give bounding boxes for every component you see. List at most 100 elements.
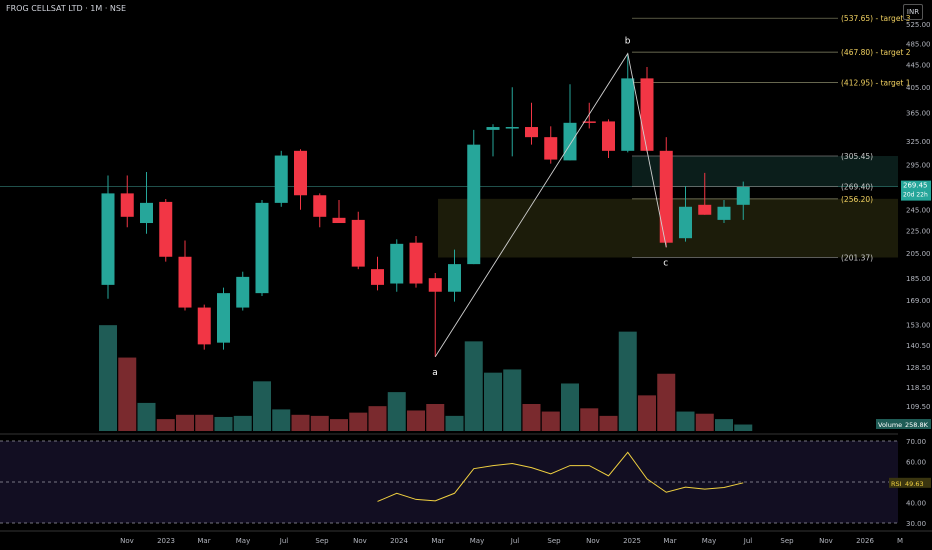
y-tick-label: 445.00	[906, 61, 931, 69]
volume-bar	[176, 414, 194, 431]
y-tick-label: 245.00	[906, 207, 931, 215]
wave-line	[434, 52, 667, 358]
level-label: (467.80) - target 2	[841, 48, 911, 57]
y-tick-label: 153.00	[906, 321, 931, 329]
volume-bar	[599, 415, 618, 431]
candle-body	[159, 201, 173, 257]
countdown-value: 20d 22h	[903, 192, 928, 199]
x-tick-label: Sep	[547, 537, 561, 545]
candle-body	[621, 78, 635, 151]
volume-bar	[503, 369, 522, 431]
candle-body	[371, 269, 384, 285]
y-tick-label: 118.50	[906, 384, 931, 392]
volume-bar	[387, 392, 406, 431]
x-tick-label: Jul	[743, 537, 753, 545]
candle-body	[197, 307, 211, 345]
volume-bar	[118, 357, 137, 431]
candle-body	[236, 276, 250, 308]
volume-bar	[484, 372, 502, 431]
y-tick-label: 295.00	[906, 161, 931, 169]
level-label: (305.45)	[841, 152, 873, 161]
x-tick-label: Jul	[510, 537, 520, 545]
candle-body	[659, 150, 673, 243]
x-tick-label: Nov	[120, 537, 134, 545]
y-tick-label: 325.00	[906, 138, 931, 146]
candle-body	[120, 193, 134, 217]
volume-bar	[137, 402, 156, 431]
resistance-zone	[632, 155, 898, 187]
currency-badge[interactable]: INR	[903, 4, 923, 20]
wave-label-b: b	[625, 37, 631, 47]
x-tick-label: May	[470, 537, 484, 545]
candle-body	[582, 121, 596, 123]
rsi-tick-label: 40.00	[906, 500, 926, 508]
candle-body	[505, 127, 519, 129]
wave-label-c: c	[663, 258, 668, 268]
x-tick-label: M	[897, 537, 903, 545]
y-tick-label: 365.00	[906, 110, 931, 118]
x-tick-label: 2023	[157, 537, 175, 545]
x-tick-label: Mar	[431, 537, 444, 545]
candle-body	[736, 186, 750, 205]
candle-body	[448, 264, 461, 292]
volume-bar	[310, 415, 329, 431]
candle-body	[640, 78, 654, 151]
candle-body	[544, 137, 558, 160]
volume-bar	[99, 325, 117, 431]
last-price-value: 269.45	[903, 182, 928, 190]
volume-bar	[445, 415, 464, 431]
last-price-tag	[901, 180, 931, 201]
volume-bar	[618, 331, 637, 431]
x-tick-label: Nov	[819, 537, 833, 545]
y-tick-label: 405.00	[906, 84, 931, 92]
volume-tag-value: 258.8K	[905, 421, 929, 429]
level-label: (201.37)	[841, 254, 873, 263]
volume-bar	[349, 412, 368, 431]
rsi-tag-value: 49.63	[905, 480, 924, 488]
volume-bar	[214, 416, 233, 431]
volume-bar	[676, 411, 695, 431]
volume-bar	[541, 411, 560, 431]
chart-title: FROG CELLSAT LTD · 1M · NSE	[6, 4, 127, 13]
volume-bar	[522, 404, 541, 431]
candle-body	[525, 127, 538, 138]
candle-body	[698, 204, 712, 215]
rsi-tick-label: 70.00	[906, 438, 926, 446]
volume-bar	[657, 373, 676, 431]
rsi-tag-label: RSI	[891, 480, 902, 488]
rsi-tag	[889, 477, 931, 488]
candle-body	[486, 127, 500, 130]
volume-bar	[368, 406, 387, 431]
x-tick-label: Sep	[315, 537, 329, 545]
x-tick-label: May	[702, 537, 716, 545]
candle-body	[178, 256, 192, 308]
x-tick-label: 2024	[390, 537, 408, 545]
volume-bar	[426, 404, 445, 431]
candle-body	[140, 202, 153, 224]
candle-body	[563, 122, 577, 161]
x-tick-label: Nov	[353, 537, 367, 545]
volume-bar	[291, 414, 310, 431]
y-tick-label: 485.00	[906, 40, 931, 48]
volume-bar	[695, 413, 714, 431]
volume-bar	[715, 419, 733, 431]
volume-bar	[734, 424, 753, 431]
x-tick-label: 2026	[856, 537, 874, 545]
candle-body	[428, 278, 442, 292]
candle-body	[390, 243, 404, 284]
level-label: (537.65) - target 3	[841, 14, 911, 23]
volume-bar	[253, 381, 271, 431]
volume-bar	[330, 419, 348, 431]
volume-bar	[156, 419, 175, 431]
candle-body	[602, 121, 615, 151]
x-tick-label: May	[236, 537, 250, 545]
y-tick-label: 205.00	[906, 250, 931, 258]
volume-bar	[580, 408, 599, 431]
candle-body	[717, 206, 731, 220]
candle-body	[467, 144, 481, 265]
x-tick-label: Nov	[586, 537, 600, 545]
x-tick-label: Jul	[279, 537, 289, 545]
x-tick-label: Mar	[663, 537, 676, 545]
level-label: (269.40)	[841, 183, 873, 192]
